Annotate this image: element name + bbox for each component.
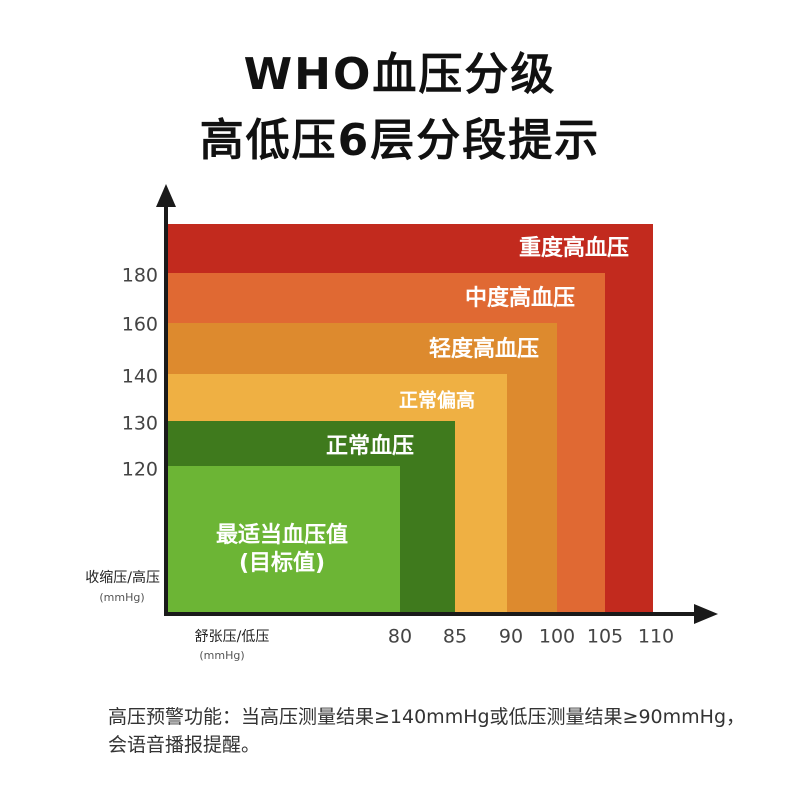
zone-label: 正常偏高 [399, 389, 475, 412]
y-tick-label: 160 [122, 314, 158, 336]
x-tick-label: 110 [638, 626, 674, 648]
chart-subtitle: 高低压6层分段提示 [199, 115, 601, 166]
x-axis-unit: (mmHg) [199, 649, 244, 662]
y-tick-label: 140 [122, 366, 158, 388]
zone-label: (目标值) [239, 550, 325, 576]
footnote: 高压预警功能：当高压测量结果≥140mmHg或低压测量结果≥90mmHg，会语音… [108, 706, 746, 756]
zone-label: 最适当血压值 [216, 522, 348, 548]
y-axis-unit: (mmHg) [99, 591, 144, 604]
x-tick-label: 105 [587, 626, 623, 648]
y-axis-arrow [156, 184, 176, 207]
zone-box [168, 466, 400, 614]
zone-label: 重度高血压 [519, 235, 629, 261]
y-tick-label: 130 [122, 413, 158, 435]
zone-label: 中度高血压 [465, 285, 575, 311]
x-axis-arrow [694, 604, 718, 624]
y-tick-label: 120 [122, 459, 158, 481]
y-tick-label: 180 [122, 265, 158, 287]
x-axis-label: 舒张压/低压 [195, 629, 270, 645]
zone-label: 正常血压 [326, 433, 414, 459]
zone-label: 轻度高血压 [429, 336, 539, 362]
x-tick-label: 85 [443, 626, 467, 648]
x-tick-label: 80 [388, 626, 412, 648]
chart-title: WHO血压分级 [243, 49, 557, 100]
x-tick-label: 100 [539, 626, 575, 648]
y-axis-label: 收缩压/高压 [85, 569, 160, 586]
x-tick-label: 90 [499, 626, 523, 648]
